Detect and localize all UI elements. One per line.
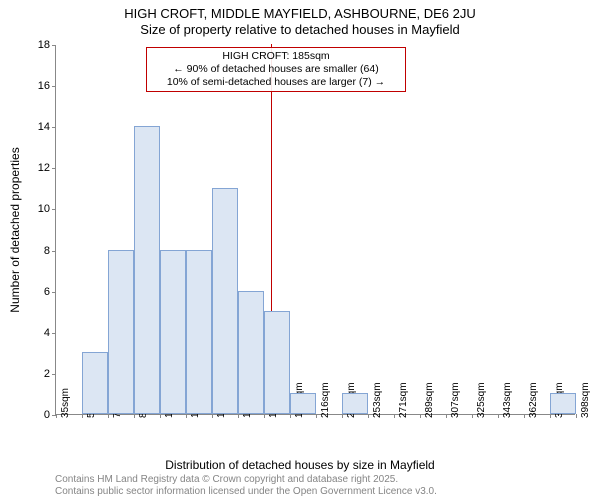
histogram-bar	[550, 393, 576, 414]
x-tick-mark	[316, 414, 317, 418]
x-tick-mark	[524, 414, 525, 418]
x-tick-mark	[82, 414, 83, 418]
x-tick-label: 362sqm	[526, 382, 539, 418]
y-tick-mark	[52, 251, 56, 252]
chart-title-main: HIGH CROFT, MIDDLE MAYFIELD, ASHBOURNE, …	[0, 6, 600, 21]
histogram-bar	[82, 352, 108, 414]
annotation-box: HIGH CROFT: 185sqm ← 90% of detached hou…	[146, 47, 406, 92]
y-axis-label: Number of detached properties	[8, 147, 22, 312]
property-size-chart: HIGH CROFT, MIDDLE MAYFIELD, ASHBOURNE, …	[0, 0, 600, 500]
x-tick-label: 271sqm	[396, 382, 409, 418]
x-tick-mark	[186, 414, 187, 418]
y-tick-mark	[52, 45, 56, 46]
y-tick-mark	[52, 292, 56, 293]
x-tick-mark	[446, 414, 447, 418]
histogram-bar	[342, 393, 368, 414]
y-tick-mark	[52, 127, 56, 128]
histogram-bar	[134, 126, 160, 414]
x-tick-mark	[56, 414, 57, 418]
y-tick-mark	[52, 168, 56, 169]
footer-line2: Contains public sector information licen…	[55, 486, 437, 498]
x-tick-label: 216sqm	[318, 382, 331, 418]
chart-title-sub: Size of property relative to detached ho…	[0, 22, 600, 37]
chart-footer: Contains HM Land Registry data © Crown c…	[55, 474, 437, 498]
x-tick-mark	[394, 414, 395, 418]
annotation-line3: 10% of semi-detached houses are larger (…	[153, 76, 399, 89]
x-tick-mark	[472, 414, 473, 418]
x-tick-label: 398sqm	[578, 382, 591, 418]
y-tick-mark	[52, 209, 56, 210]
histogram-bar	[108, 250, 134, 414]
histogram-bar	[290, 393, 316, 414]
y-tick-mark	[52, 333, 56, 334]
histogram-bar	[160, 250, 186, 414]
x-tick-mark	[576, 414, 577, 418]
histogram-bar	[186, 250, 212, 414]
y-tick-mark	[52, 374, 56, 375]
x-tick-label: 253sqm	[370, 382, 383, 418]
x-tick-mark	[264, 414, 265, 418]
histogram-bar	[212, 188, 238, 414]
histogram-bar	[264, 311, 290, 414]
x-tick-mark	[342, 414, 343, 418]
x-tick-mark	[238, 414, 239, 418]
x-tick-label: 325sqm	[474, 382, 487, 418]
x-tick-mark	[368, 414, 369, 418]
x-tick-mark	[420, 414, 421, 418]
plot-area: HIGH CROFT: 185sqm ← 90% of detached hou…	[55, 45, 575, 415]
annotation-line1: HIGH CROFT: 185sqm	[153, 50, 399, 63]
x-tick-mark	[134, 414, 135, 418]
x-tick-mark	[212, 414, 213, 418]
x-tick-label: 307sqm	[448, 382, 461, 418]
x-tick-mark	[160, 414, 161, 418]
y-tick-mark	[52, 86, 56, 87]
x-tick-mark	[108, 414, 109, 418]
x-axis-label: Distribution of detached houses by size …	[0, 458, 600, 472]
x-tick-mark	[290, 414, 291, 418]
footer-line1: Contains HM Land Registry data © Crown c…	[55, 474, 437, 486]
x-tick-label: 35sqm	[58, 388, 71, 418]
x-tick-label: 289sqm	[422, 382, 435, 418]
annotation-line2: ← 90% of detached houses are smaller (64…	[153, 63, 399, 76]
x-tick-label: 343sqm	[500, 382, 513, 418]
x-tick-mark	[498, 414, 499, 418]
histogram-bar	[238, 291, 264, 414]
x-tick-mark	[550, 414, 551, 418]
